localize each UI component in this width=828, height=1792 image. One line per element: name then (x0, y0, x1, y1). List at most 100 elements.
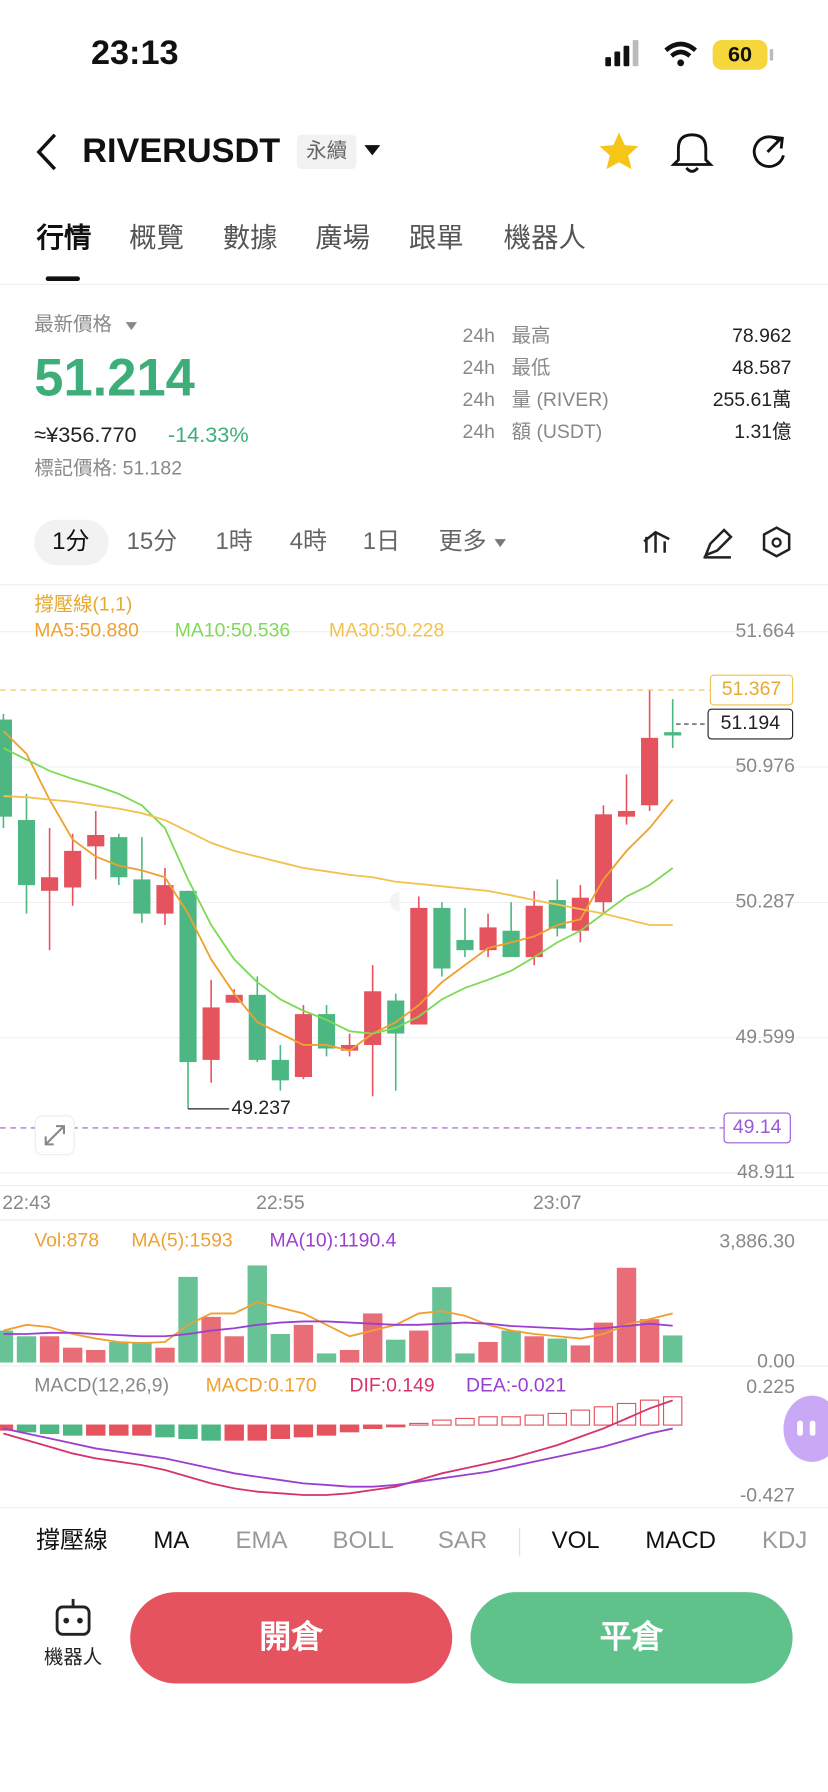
candle-body (456, 939, 474, 951)
tab[interactable]: 行情 (36, 222, 92, 253)
stat-value: 255.61萬 (713, 389, 792, 411)
y-tick-label: 0.00 (757, 1351, 795, 1373)
candle-body (617, 810, 636, 817)
battery-tip (769, 49, 774, 61)
indicator-tab[interactable]: BOLL (333, 1527, 394, 1554)
chart: 51.664 50.976 50.287 49.599 48.911 22:43 22:55… (0, 620, 828, 1506)
price-dropdown[interactable] (125, 322, 138, 331)
interval[interactable]: 1時 (215, 528, 252, 555)
candle-body (225, 994, 243, 1003)
volume-bar (293, 1324, 314, 1363)
volume-bar (501, 1330, 521, 1363)
tab[interactable]: 機器人 (504, 222, 586, 253)
x-tick-label: 22:55 (256, 1192, 305, 1214)
macd-bar (547, 1412, 567, 1426)
last-price: 51.214 (34, 348, 195, 407)
candle-body (202, 1007, 220, 1060)
y-tick-label: 50.976 (736, 755, 795, 777)
stat-label: 最低 (512, 357, 551, 379)
volume-bar (132, 1341, 152, 1363)
interval[interactable]: 4時 (290, 528, 327, 555)
macd-bar (593, 1406, 614, 1426)
robot-icon[interactable] (55, 1605, 91, 1636)
candle-body (133, 879, 151, 914)
floating-assistant[interactable] (783, 1395, 828, 1462)
settings-icon[interactable] (762, 526, 791, 558)
badge: 永續 (306, 139, 347, 162)
volume-bar (62, 1347, 83, 1363)
indicator-tab[interactable]: EMA (236, 1527, 288, 1554)
indicator-tab[interactable]: 撐壓線 (36, 1527, 108, 1554)
tab[interactable]: 概覽 (129, 222, 184, 253)
open-label: 開倉 (259, 1618, 324, 1654)
favorite-star[interactable] (599, 132, 639, 170)
interval[interactable]: 15分 (127, 528, 178, 555)
macd-bar (524, 1414, 544, 1426)
volume-bar (109, 1341, 129, 1363)
y-tick-label: 50.287 (736, 891, 795, 913)
stat-period: 24h (463, 357, 495, 379)
stat-period: 24h (463, 325, 495, 347)
macd-bar (316, 1424, 337, 1436)
indicator-tab[interactable]: MA (153, 1527, 189, 1554)
volume-label: Vol:878 (34, 1230, 99, 1252)
stat-value: 1.31億 (734, 421, 791, 443)
ma-line (3, 1320, 673, 1338)
volume-bar (155, 1347, 175, 1363)
macd-bar (109, 1424, 129, 1436)
indicator-tab[interactable]: MACD (645, 1527, 716, 1554)
tab[interactable]: 數據 (223, 222, 278, 253)
stat-period: 24h (463, 389, 495, 411)
tab-underline (45, 276, 80, 281)
interval[interactable]: 1日 (363, 528, 400, 555)
macd-bar (155, 1424, 175, 1438)
share-icon[interactable] (752, 135, 785, 168)
legend-entry: MA5:50.880 (34, 620, 139, 642)
symbol: RIVERUSDT (82, 132, 280, 170)
draw-icon[interactable] (703, 528, 733, 559)
alert-bell[interactable] (670, 133, 714, 173)
more-dropdown[interactable] (494, 539, 506, 548)
volume-bar (247, 1265, 267, 1363)
assistant-glyph (809, 1420, 816, 1436)
indicator-tab[interactable]: KDJ (762, 1527, 807, 1554)
legend-entry: MA(5):1593 (131, 1230, 232, 1252)
candle-body (0, 719, 12, 817)
battery-level: 60 (728, 42, 752, 67)
indicator-icon[interactable] (643, 530, 670, 553)
tab[interactable]: 跟單 (409, 222, 464, 253)
candle-body (571, 897, 589, 931)
tab[interactable]: 廣場 (315, 222, 370, 253)
volume-bar (86, 1349, 106, 1363)
ma-line (2, 730, 674, 1052)
interval[interactable]: 更多 (439, 528, 487, 555)
candle-body (341, 1044, 359, 1051)
close-button[interactable] (470, 1592, 793, 1684)
candle-body (17, 820, 36, 886)
indicator-tab[interactable]: VOL (552, 1527, 600, 1554)
assistant-glyph (797, 1420, 803, 1436)
open-button[interactable] (130, 1592, 453, 1684)
ma-line (3, 747, 674, 1035)
stat-period: 24h (463, 421, 495, 443)
settings-dot (771, 537, 782, 548)
volume-bar (339, 1349, 360, 1363)
candle-body (641, 737, 659, 806)
expand-icon (44, 1125, 65, 1146)
symbol-dropdown[interactable] (364, 145, 381, 156)
macd-bar (293, 1424, 314, 1438)
macd-bar (86, 1424, 106, 1436)
resistance-label: 51.367 (722, 678, 781, 700)
indicator-tab[interactable]: SAR (438, 1527, 487, 1554)
indicator-label: 撐壓線(1,1) (34, 593, 132, 615)
clock: 23:13 (91, 34, 179, 72)
back-button[interactable] (36, 133, 57, 171)
wifi-icon (664, 41, 697, 58)
signal-icon (605, 40, 639, 67)
interval-active-bg (34, 519, 109, 566)
candle-body (594, 814, 613, 903)
y-tick-label: 51.664 (736, 620, 796, 642)
volume-bar (547, 1338, 567, 1363)
interval[interactable]: 1分 (52, 528, 89, 555)
